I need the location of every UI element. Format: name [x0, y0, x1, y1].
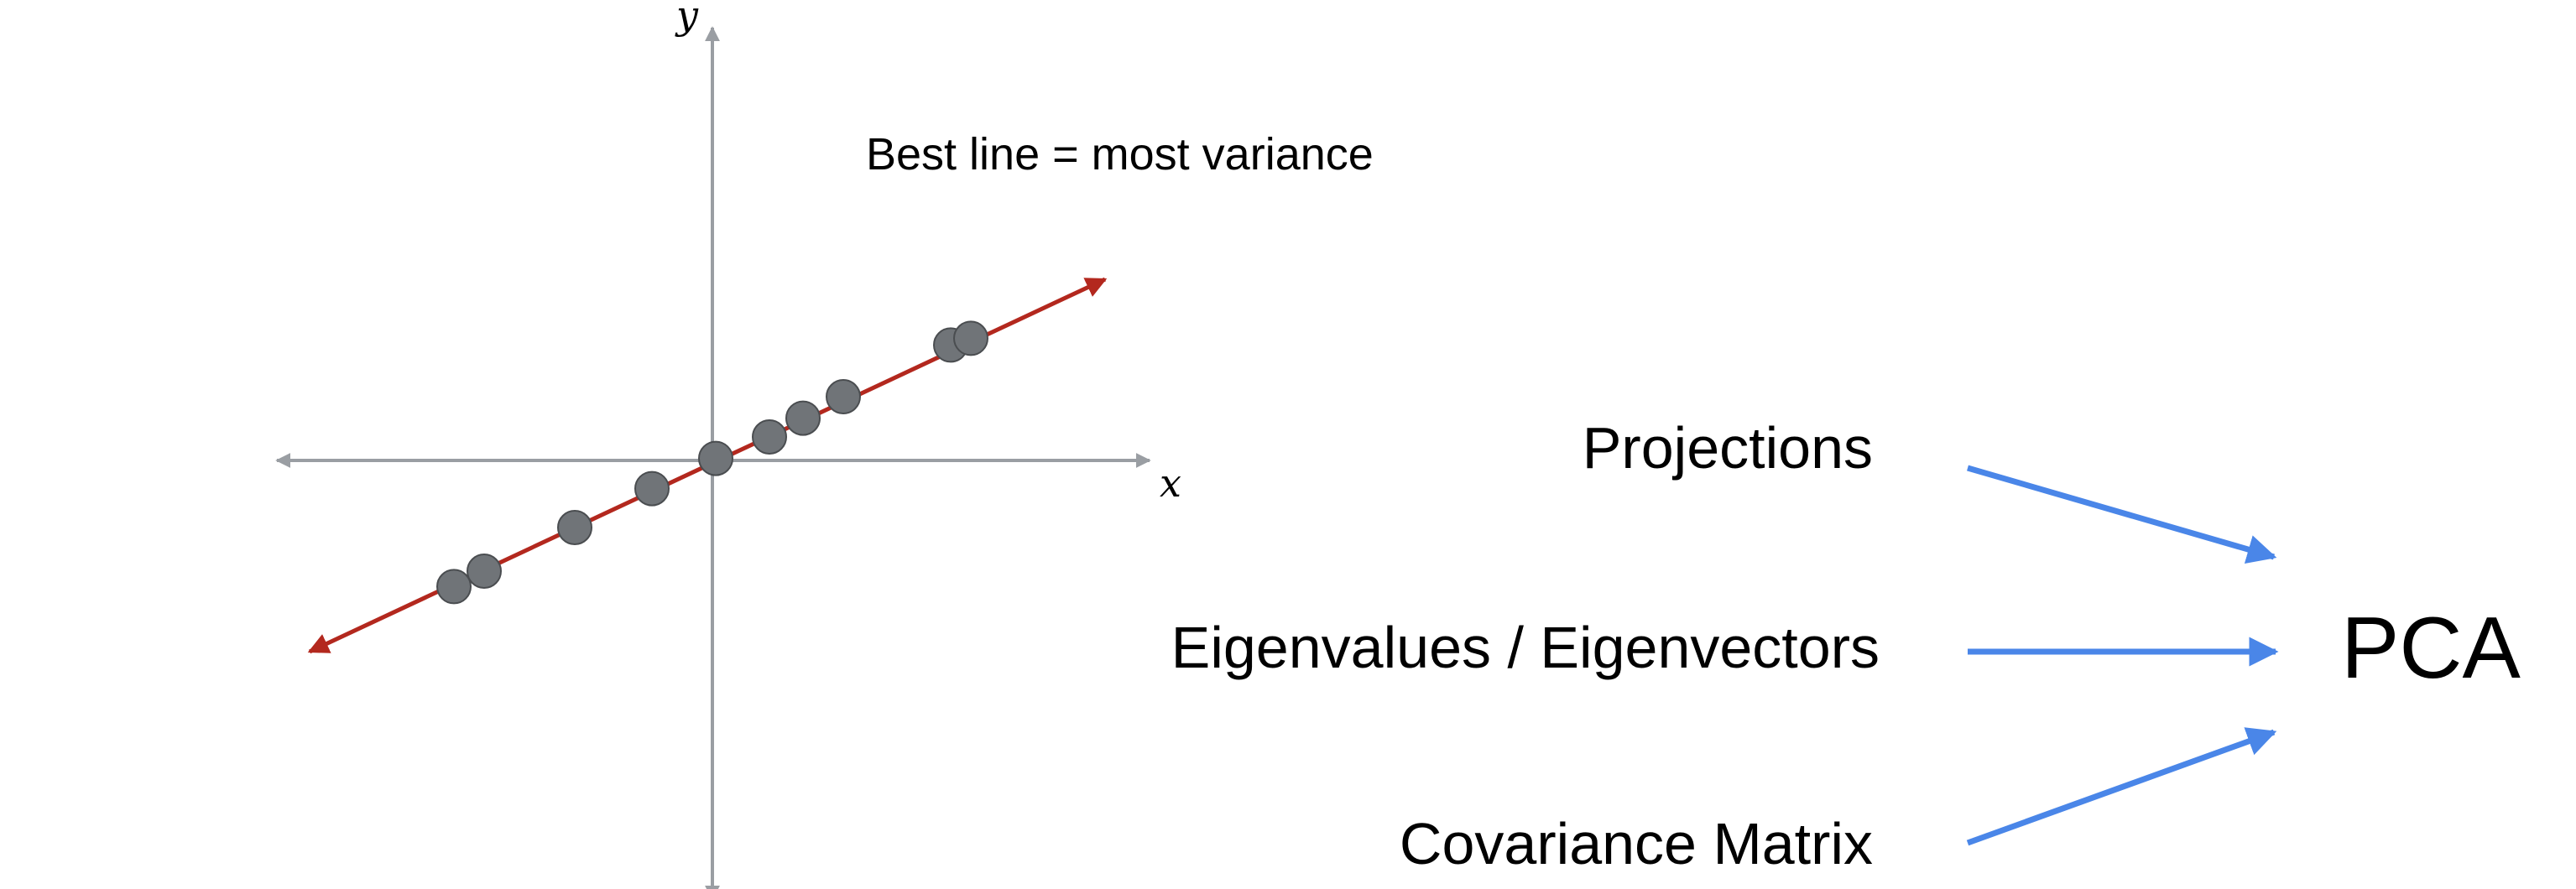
data-point	[752, 419, 787, 455]
concept-covariance: Covariance Matrix	[1400, 811, 1873, 876]
concept-list: Projections Eigenvalues / Eigenvectors C…	[1171, 415, 1880, 876]
scatter-plot: x y Best line = most variance	[275, 0, 1374, 889]
y-axis-label: y	[675, 0, 699, 38]
data-point	[634, 470, 670, 507]
data-point	[467, 554, 502, 589]
concept-eigen: Eigenvalues / Eigenvectors	[1171, 615, 1880, 680]
x-axis-label: x	[1160, 460, 1181, 506]
arrow-covariance-to-pca	[1966, 727, 2277, 846]
data-point	[953, 320, 988, 356]
flow-arrows	[1966, 465, 2279, 846]
pca-label: PCA	[2341, 600, 2521, 697]
data-point	[557, 510, 592, 545]
data-point	[698, 440, 733, 476]
concept-projections: Projections	[1583, 415, 1873, 481]
data-points	[436, 320, 988, 605]
arrow-projections-to-pca	[1967, 465, 2277, 564]
data-point	[785, 400, 821, 436]
data-point	[826, 379, 861, 414]
plot-caption: Best line = most variance	[866, 129, 1374, 179]
data-point	[436, 569, 472, 605]
